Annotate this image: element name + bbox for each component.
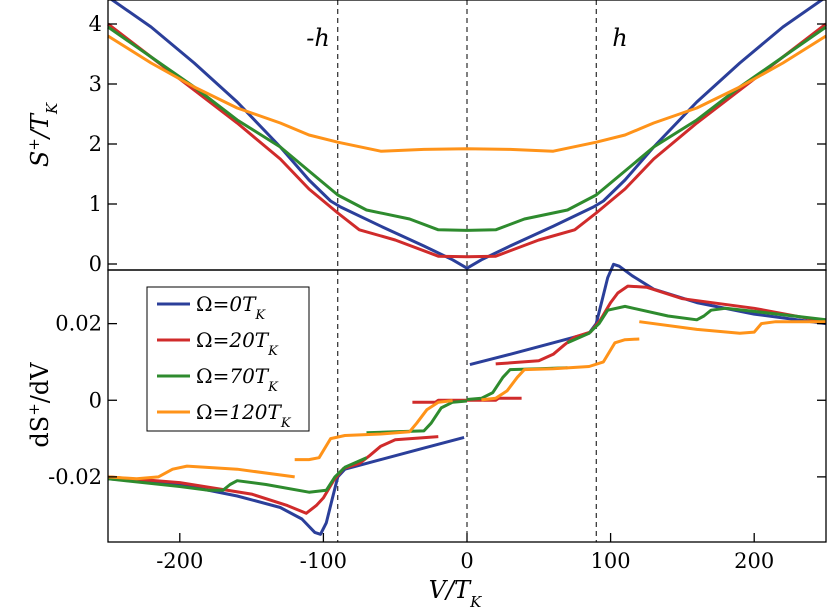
series-line-2-0 [107, 25, 827, 232]
bottom-y-label-dv: /dV [26, 362, 54, 403]
series-line-1-1 [412, 396, 522, 404]
top-y-ticks: 0 1 2 3 4 [89, 12, 826, 276]
series-line-2-0 [107, 456, 368, 494]
series-line-3-1 [294, 399, 453, 462]
annotation-h: h [612, 24, 627, 52]
top-panel: 0 1 2 3 4 -h h S+/TK [25, 0, 827, 276]
legend-label-3: Ω=120TK [196, 400, 292, 431]
annotation-minus-h: -h [306, 24, 330, 52]
x-tick-label-1: -100 [300, 549, 347, 573]
x-tick-label-3: 100 [591, 549, 631, 573]
x-axis-label: V/TK [429, 576, 482, 611]
bottom-y-label-ds: dS [26, 416, 54, 448]
bottom-panel: -0.02 0 0.02 -200 -100 0 100 200 dS+/dV V/TK Ω… [25, 262, 827, 611]
x-tick-label-2: 0 [460, 549, 473, 573]
bottom-series [107, 262, 827, 536]
legend-entries: Ω=0TK Ω=20TK Ω=70TK Ω=120TK [157, 292, 292, 431]
y-tick-label-2: 2 [89, 132, 102, 156]
x-tick-label-0: -200 [156, 549, 203, 573]
y-tick-label-1: 0 [89, 388, 102, 412]
x-label-main: V/T [429, 576, 472, 604]
series-line-0-0 [107, 435, 465, 536]
series-line-3-0 [107, 34, 827, 153]
legend-label-0: Ω=0TK [196, 292, 266, 323]
legend-label-2: Ω=70TK [196, 364, 279, 395]
y-tick-label-0: 0 [89, 252, 102, 276]
bottom-y-axis-label: dS+/dV [25, 362, 54, 448]
y-tick-label-2: 0.02 [55, 312, 102, 336]
top-vlines [337, 0, 597, 270]
top-y-label-sup: + [25, 138, 43, 151]
bottom-x-ticks: -200 -100 0 100 200 [156, 533, 774, 573]
series-line-0-0 [109, 0, 825, 270]
y-tick-label-3: 3 [89, 72, 102, 96]
series-line-2-3 [566, 304, 827, 345]
top-y-label-sub: K [43, 102, 61, 115]
y-tick-label-1: 1 [89, 192, 102, 216]
x-tick-label-4: 200 [734, 549, 774, 573]
y-tick-label-4: 4 [89, 12, 102, 36]
legend-label-1: Ω=20TK [196, 328, 279, 359]
x-label-sub: K [469, 593, 482, 611]
y-tick-label-0: -0.02 [48, 465, 102, 489]
series-line-2-1 [366, 399, 468, 435]
legend-box [146, 286, 310, 432]
legend: Ω=0TK Ω=20TK Ω=70TK Ω=120TK [146, 286, 310, 432]
top-y-axis-label: S+/TK [25, 102, 61, 167]
series-line-3-0 [107, 464, 295, 481]
series-line-3-3 [639, 320, 826, 335]
series-line-1-0 [107, 22, 827, 259]
bottom-y-ticks: -0.02 0 0.02 [48, 312, 826, 489]
top-series [107, 0, 827, 270]
top-y-label-s: S [26, 151, 54, 167]
bottom-vlines [337, 270, 597, 542]
bottom-y-label-sup: + [25, 403, 43, 416]
top-y-label-t: /T [26, 112, 54, 140]
series-line-3-2 [481, 337, 640, 402]
series-line-2-2 [466, 366, 568, 401]
